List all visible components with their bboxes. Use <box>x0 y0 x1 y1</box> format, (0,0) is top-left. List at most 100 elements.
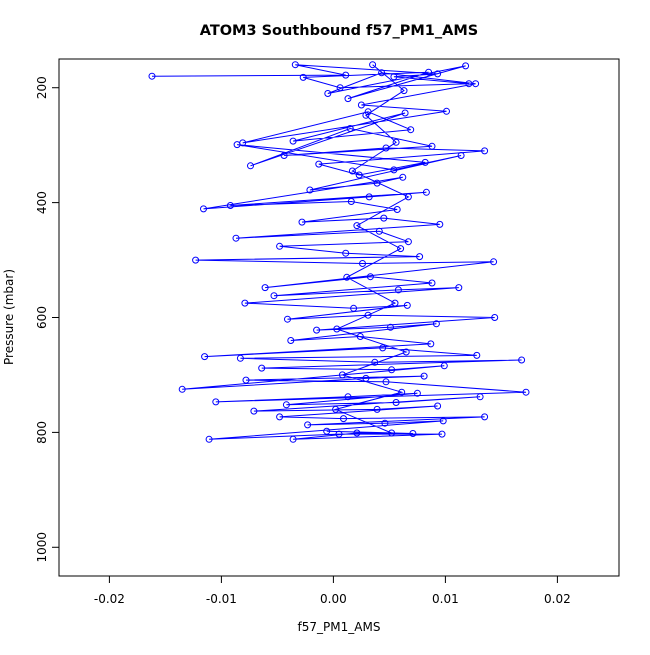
data-point <box>276 413 284 421</box>
data-point <box>369 61 377 69</box>
data-point <box>342 249 350 257</box>
data-point <box>413 389 421 397</box>
data-point <box>241 299 249 307</box>
data-point <box>380 214 388 222</box>
data-point <box>362 374 370 382</box>
data-point <box>388 366 396 374</box>
data-point <box>348 167 356 175</box>
x-tick-label: 0.00 <box>320 592 347 606</box>
data-point <box>381 419 389 427</box>
data-point <box>390 73 398 81</box>
data-point <box>481 147 489 155</box>
data-point <box>298 218 306 226</box>
data-point <box>397 245 405 253</box>
data-point <box>236 354 244 362</box>
data-point <box>258 364 266 372</box>
data-point <box>247 162 254 170</box>
data-point <box>347 198 355 205</box>
data-point <box>439 417 447 425</box>
data-point <box>379 344 387 352</box>
data-point <box>323 427 331 435</box>
data-point <box>261 284 269 292</box>
data-point <box>359 260 366 267</box>
x-tick-label: 0.01 <box>432 592 459 606</box>
data-point <box>338 371 346 379</box>
data-point <box>226 202 234 209</box>
data-point <box>336 84 344 92</box>
data-point <box>342 71 350 79</box>
data-layer <box>148 61 530 443</box>
y-tick-label: 1000 <box>35 532 49 563</box>
data-point <box>280 152 288 159</box>
data-point <box>421 158 429 166</box>
data-point <box>436 220 444 228</box>
data-point <box>440 362 448 370</box>
data-point <box>178 385 186 393</box>
data-point <box>378 69 386 77</box>
data-point <box>350 304 358 312</box>
data-point <box>364 108 372 116</box>
x-axis: -0.02 -0.01 0.00 0.01 0.02 <box>94 575 571 606</box>
data-point <box>425 68 433 76</box>
data-point <box>443 107 450 115</box>
data-point <box>324 90 332 97</box>
data-point <box>404 193 412 201</box>
y-tick-label: 800 <box>35 421 49 444</box>
y-axis: 200 400 600 800 1000 <box>35 76 60 563</box>
data-point <box>371 358 379 366</box>
data-point <box>390 166 398 174</box>
data-point <box>205 435 213 443</box>
data-point <box>282 401 290 409</box>
data-point <box>355 171 363 179</box>
data-point <box>432 320 440 328</box>
data-point <box>402 348 410 356</box>
data-point <box>399 173 407 181</box>
data-point <box>422 188 430 196</box>
data-point <box>404 238 412 246</box>
data-point <box>270 292 278 300</box>
data-point <box>333 325 341 333</box>
data-point <box>373 179 381 187</box>
data-point <box>291 61 299 69</box>
data-point <box>409 430 417 437</box>
data-point <box>382 144 390 152</box>
data-point <box>200 205 207 213</box>
data-point <box>382 378 390 386</box>
data-point <box>428 279 436 287</box>
data-point <box>407 126 415 134</box>
data-point <box>401 109 409 117</box>
data-point <box>287 337 295 344</box>
data-point <box>353 429 361 437</box>
data-point <box>284 315 291 323</box>
data-point <box>403 301 411 309</box>
data-point <box>427 340 435 348</box>
data-point <box>340 415 347 423</box>
data-point <box>299 73 307 81</box>
y-tick-label: 400 <box>35 191 49 214</box>
data-point <box>313 326 321 334</box>
data-point <box>373 405 381 413</box>
data-point <box>398 388 406 396</box>
data-point <box>192 256 200 264</box>
data-point <box>420 372 428 380</box>
data-point <box>289 137 297 145</box>
data-point <box>344 95 352 103</box>
data-point <box>357 101 365 109</box>
data-point <box>392 399 400 406</box>
data-point <box>522 388 530 396</box>
data-point <box>462 62 470 70</box>
y-tick-label: 200 <box>35 76 49 99</box>
data-point <box>428 142 436 150</box>
x-axis-label: f57_PM1_AMS <box>298 620 381 634</box>
data-point <box>491 314 499 321</box>
data-point <box>250 407 258 415</box>
series-line <box>151 64 527 440</box>
data-point <box>465 80 473 88</box>
data-point <box>315 160 323 168</box>
x-tick-label: -0.01 <box>206 592 237 606</box>
data-point <box>457 152 465 159</box>
data-point <box>472 80 480 88</box>
data-point <box>242 376 250 384</box>
